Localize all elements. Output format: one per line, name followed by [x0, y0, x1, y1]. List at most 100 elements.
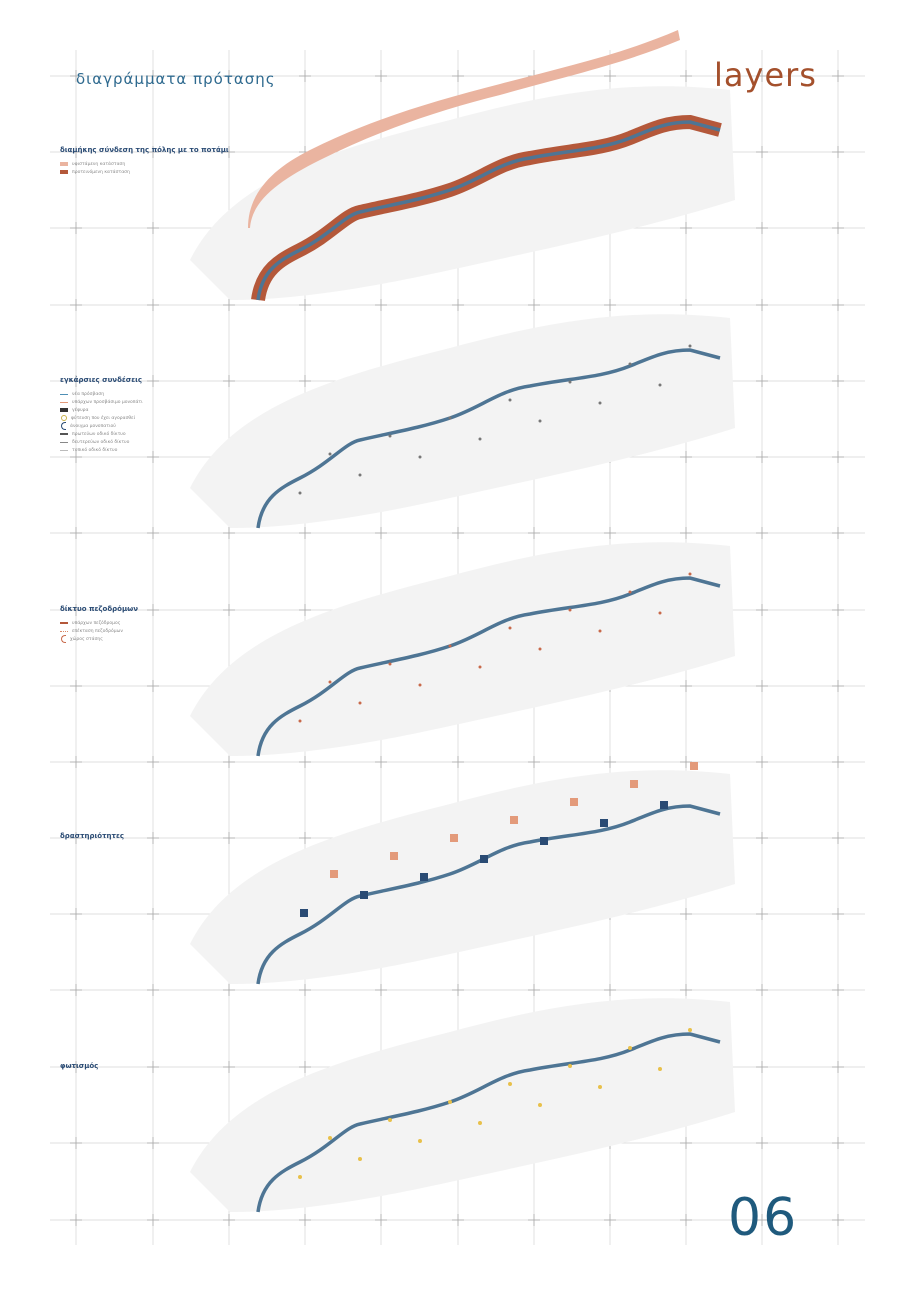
legend-label: νέα πρόσβαση	[72, 391, 105, 397]
pedestrian-marker	[448, 644, 452, 648]
road-marker	[538, 419, 542, 423]
bridge-icon	[60, 408, 68, 412]
pedestrian-marker	[358, 701, 362, 705]
light-marker	[538, 1103, 542, 1107]
legend-swatch	[60, 170, 68, 174]
activity-icon	[690, 762, 698, 770]
legend-swatch	[60, 433, 68, 435]
page-number: 06	[728, 1188, 799, 1248]
existing-connection-zone	[248, 30, 680, 228]
pedestrian-marker	[328, 680, 332, 684]
legend-swatch	[60, 162, 68, 166]
legend-label: τοπικό οδικό δίκτυο	[72, 447, 118, 453]
road-marker	[508, 398, 512, 402]
panel-map	[190, 30, 735, 302]
panel-map	[190, 762, 735, 985]
light-marker	[688, 1028, 692, 1032]
legend-swatch	[60, 622, 68, 624]
road-marker	[358, 473, 362, 477]
river	[256, 120, 721, 301]
activity-icon	[390, 852, 398, 860]
legend-swatch	[60, 449, 68, 451]
city-fabric	[190, 998, 735, 1212]
legend-item: προτεινόμενη κατάσταση	[60, 168, 229, 176]
legend-item: υπάρχων προσβάσιμο μονοπάτι	[60, 398, 143, 406]
activity-icon	[300, 909, 308, 917]
road-marker	[328, 452, 332, 456]
legend-item: επέκταση πεζοδρόμων	[60, 627, 138, 635]
pedestrian-marker	[538, 647, 542, 651]
legend-label: χώρος στάσης	[70, 636, 103, 642]
light-marker	[568, 1064, 572, 1068]
legend-label: φύτευση που έχει αγορασθεί	[71, 415, 136, 421]
legend-title: εγκάρσιες συνδέσεις	[60, 376, 142, 384]
light-marker	[508, 1082, 512, 1086]
legend-item: υφιστάμενη κατάσταση	[60, 160, 229, 168]
legend-lighting: φωτισμός	[60, 1062, 98, 1076]
activity-icon	[660, 801, 668, 809]
activity-icon	[450, 834, 458, 842]
legend-item: γέφυρα	[60, 406, 143, 414]
legend-label: υπάρχων πεζόδρομος	[72, 620, 121, 626]
poster-subtitle: layers	[714, 56, 817, 94]
legend-swatch	[60, 401, 68, 403]
rest-area-icon	[61, 635, 66, 643]
activity-icon	[360, 891, 368, 899]
legend-item: δευτερεύων οδικό δίκτυο	[60, 438, 143, 446]
activity-icon	[420, 873, 428, 881]
legend-label: υφιστάμενη κατάσταση	[72, 161, 126, 167]
legend-label: υπάρχων προσβάσιμο μονοπάτι	[72, 399, 143, 405]
legend-label: επέκταση πεζοδρόμων	[72, 628, 123, 634]
legend-swatch	[60, 630, 68, 632]
pedestrian-marker	[298, 719, 302, 723]
light-marker	[628, 1046, 632, 1050]
pedestrian-marker	[478, 665, 482, 669]
panel-map	[190, 314, 735, 529]
city-fabric	[190, 770, 735, 984]
legend-label: γέφυρα	[72, 407, 89, 413]
pedestrian-marker	[388, 662, 392, 666]
legend-transverse: εγκάρσιες συνδέσεις νέα πρόσβαση υπάρχων…	[60, 376, 143, 454]
legend-activities: δραστηριότητες	[60, 832, 124, 846]
road-marker	[388, 434, 392, 438]
legend-label: πρωτεύων οδικό δίκτυο	[72, 431, 126, 437]
activity-icon	[570, 798, 578, 806]
activity-icon	[600, 819, 608, 827]
city-fabric	[190, 542, 735, 756]
poster-title: διαγράμματα πρότασης	[76, 70, 276, 88]
panel-map	[190, 998, 735, 1213]
activity-icon	[480, 855, 488, 863]
legend-pedestrian: δίκτυο πεζοδρόμων υπάρχων πεζόδρομος επέ…	[60, 605, 138, 643]
light-marker	[448, 1100, 452, 1104]
legend-swatch	[60, 393, 68, 395]
legend-title: δίκτυο πεζοδρόμων	[60, 605, 138, 613]
pedestrian-marker	[598, 629, 602, 633]
light-marker	[478, 1121, 482, 1125]
legend-title: διαμήκης σύνδεση της πόλης με το ποτάμι	[60, 146, 229, 154]
pedestrian-marker	[568, 608, 572, 612]
road-marker	[598, 401, 602, 405]
legend-label: προτεινόμενη κατάσταση	[72, 169, 130, 175]
panel-map	[190, 542, 735, 757]
light-marker	[418, 1139, 422, 1143]
road-marker	[418, 455, 422, 459]
activity-icon	[630, 780, 638, 788]
legend-longitudinal: διαμήκης σύνδεση της πόλης με το ποτάμι …	[60, 146, 229, 176]
pedestrian-marker	[418, 683, 422, 687]
legend-label: άνοιγμα μονοπατιού	[70, 423, 116, 429]
road-marker	[568, 380, 572, 384]
legend-item: πρωτεύων οδικό δίκτυο	[60, 430, 143, 438]
road-marker	[688, 344, 692, 348]
path-opening-icon	[61, 422, 66, 430]
light-marker	[658, 1067, 662, 1071]
legend-item: τοπικό οδικό δίκτυο	[60, 446, 143, 454]
road-marker	[658, 383, 662, 387]
pedestrian-marker	[508, 626, 512, 630]
legend-label: δευτερεύων οδικό δίκτυο	[72, 439, 130, 445]
light-marker	[598, 1085, 602, 1089]
pedestrian-marker	[628, 590, 632, 594]
river	[256, 804, 721, 985]
activity-icon	[510, 816, 518, 824]
legend-swatch	[60, 441, 68, 443]
